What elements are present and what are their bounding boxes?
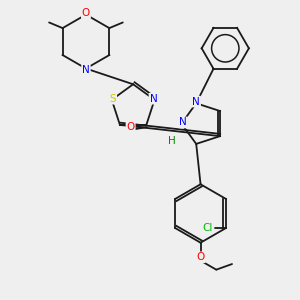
Text: Cl: Cl	[203, 223, 213, 233]
Text: O: O	[82, 8, 90, 18]
Text: N: N	[149, 94, 157, 104]
Text: O: O	[196, 252, 205, 262]
Text: N: N	[82, 65, 90, 75]
Text: N: N	[192, 97, 200, 106]
Text: N: N	[179, 118, 187, 128]
Text: O: O	[127, 122, 135, 132]
Text: S: S	[110, 94, 116, 104]
Text: H: H	[168, 136, 176, 146]
